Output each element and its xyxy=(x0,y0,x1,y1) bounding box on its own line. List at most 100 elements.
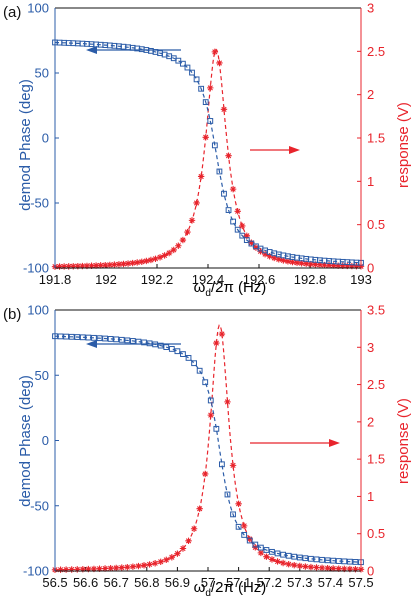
response-point xyxy=(111,261,118,268)
y-left-tick-label: 0 xyxy=(42,433,49,448)
response-point xyxy=(268,556,276,563)
response-point xyxy=(175,242,182,249)
response-point xyxy=(92,262,100,269)
response-point xyxy=(184,228,191,236)
phase-point xyxy=(308,555,314,562)
phase-point xyxy=(291,553,298,560)
response-arrow-head xyxy=(289,146,300,154)
phase-point xyxy=(319,556,325,563)
phase-arrow-head xyxy=(86,340,97,348)
x-label-subscript: d xyxy=(205,288,211,299)
response-point xyxy=(207,84,214,92)
phase-point xyxy=(269,548,275,555)
response-point xyxy=(284,258,292,265)
phase-point xyxy=(341,558,348,565)
x-label-subscript: d xyxy=(205,588,211,599)
phase-point xyxy=(163,344,170,351)
phase-point xyxy=(296,554,303,561)
response-point xyxy=(65,263,72,270)
y-axis-left-label: demod Phase (deg) xyxy=(17,79,34,211)
y-right-tick-label: 3.5 xyxy=(367,303,385,318)
tick-layer: 56.5 56.6 56.7 56.8 56.9 57 57.1 57.2 57.3 57.4 57… xyxy=(23,303,385,591)
y-right-tick-label: 1.5 xyxy=(367,131,385,146)
response-point xyxy=(334,262,342,269)
response-point xyxy=(246,535,253,543)
response-point xyxy=(207,411,214,419)
response-point xyxy=(248,239,255,246)
response-point xyxy=(62,566,70,573)
phase-point xyxy=(63,333,70,340)
response-point xyxy=(330,262,337,269)
response-point xyxy=(152,255,159,262)
y-right-tick-label: 2 xyxy=(367,414,374,429)
y-left-tick-label: 0 xyxy=(42,131,49,146)
response-point xyxy=(285,561,292,568)
response-point xyxy=(202,134,209,141)
response-fit-line xyxy=(55,324,361,571)
x-tick-label: 56.5 xyxy=(42,575,67,590)
response-point xyxy=(257,549,265,557)
phase-point xyxy=(141,339,147,346)
response-point xyxy=(102,261,109,269)
axes-frame xyxy=(54,7,362,269)
response-point xyxy=(302,260,310,267)
x-tick-label: 192.8 xyxy=(294,272,327,287)
phase-point xyxy=(74,334,81,340)
response-point xyxy=(165,249,173,257)
phase-point xyxy=(207,118,214,124)
response-point xyxy=(289,258,296,266)
phase-point xyxy=(185,355,192,361)
x-tick-label: 57.2 xyxy=(257,575,282,590)
response-point xyxy=(275,256,282,263)
tick-layer: 191.8 192 192.2 192.4 192.6 192.8 193 100 50 0 -50… xyxy=(23,1,385,288)
response-point xyxy=(56,263,63,270)
response-point xyxy=(344,262,351,270)
panel-label: (b) xyxy=(3,306,21,323)
phase-point xyxy=(263,547,270,553)
response-fit-line xyxy=(55,48,361,268)
response-point xyxy=(307,563,315,571)
axes-frame xyxy=(54,309,362,572)
phase-point xyxy=(252,541,259,548)
response-point xyxy=(274,558,281,565)
y-right-tick-label: 0 xyxy=(367,564,374,579)
x-tick-label: 57.3 xyxy=(287,575,312,590)
response-point xyxy=(147,256,155,264)
y-right-tick-label: 2.5 xyxy=(367,377,385,392)
response-point xyxy=(346,565,354,573)
response-point xyxy=(193,199,200,207)
phase-point xyxy=(352,559,359,565)
phase-point xyxy=(216,168,223,175)
x-tick-label: 191.8 xyxy=(39,272,72,287)
response-point xyxy=(348,262,356,270)
response-point xyxy=(88,262,95,269)
response-point xyxy=(291,561,298,569)
response-point xyxy=(263,553,270,560)
response-point xyxy=(298,260,305,267)
phase-point xyxy=(191,360,197,367)
response-point xyxy=(60,263,68,270)
panel-a: (a) demod Phase (deg) response (V) ωd/2π… xyxy=(3,1,412,300)
phase-point xyxy=(118,336,125,343)
response-point xyxy=(174,550,181,557)
response-point xyxy=(79,566,87,573)
y-left-tick-label: -100 xyxy=(23,261,49,276)
phase-point xyxy=(324,557,331,564)
response-point xyxy=(188,217,196,224)
response-point xyxy=(296,562,303,570)
phase-point xyxy=(174,348,181,355)
y-left-tick-label: -50 xyxy=(30,196,49,211)
x-tick-label: 192.2 xyxy=(141,272,174,287)
response-point xyxy=(185,537,192,545)
response-point xyxy=(218,330,226,338)
response-point xyxy=(271,254,278,262)
response-point xyxy=(96,565,103,572)
response-point xyxy=(168,554,176,561)
phase-point xyxy=(107,336,114,342)
response-point xyxy=(115,261,123,268)
response-point xyxy=(352,566,359,573)
x-tick-label: 192.6 xyxy=(243,272,276,287)
response-point xyxy=(68,566,75,573)
y-left-tick-label: 50 xyxy=(35,66,49,81)
